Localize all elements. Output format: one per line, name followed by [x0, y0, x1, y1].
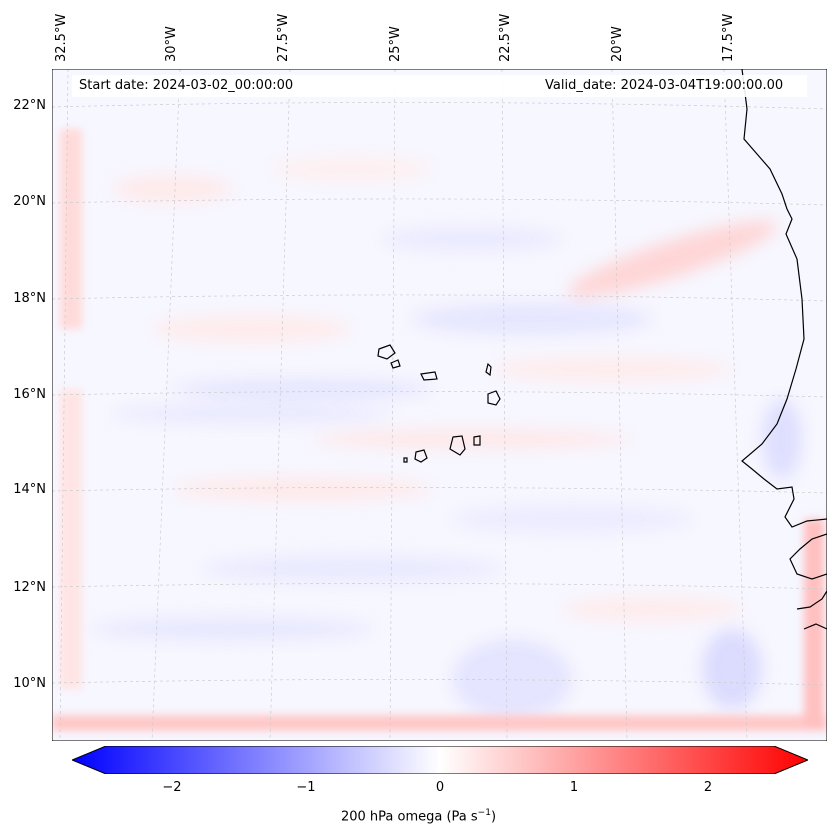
valid-date-label: Valid_date: 2024-03-04T19:00:00.00: [545, 78, 784, 93]
lat-label-16n: 16°N: [13, 387, 46, 402]
lat-label-22n: 22°N: [13, 98, 46, 113]
colorbar-title-text: 200 hPa omega (Pa s: [340, 809, 478, 825]
lon-label-20w: 20°W: [610, 26, 625, 62]
start-date-label: Start date: 2024-03-02_00:00:00: [79, 78, 294, 93]
colorbar-tick-0: 0: [435, 780, 445, 795]
colorbar-title: 200 hPa omega (Pa s−1): [0, 808, 837, 824]
colorbar-tick-2: 2: [703, 780, 713, 795]
lat-label-14n: 14°N: [13, 482, 46, 497]
colorbar-tick-neg1: −1: [296, 780, 316, 795]
lon-label-32.5w: 32.5°W: [54, 13, 69, 62]
lon-label-17.5w: 17.5°W: [721, 13, 736, 62]
lon-label-30w: 30°W: [164, 26, 179, 62]
lon-label-25w: 25°W: [388, 26, 403, 62]
colorbar: [72, 746, 808, 774]
colorbar-tick-1: 1: [569, 780, 579, 795]
lat-label-12n: 12°N: [13, 580, 46, 595]
lon-label-22.5w: 22.5°W: [498, 13, 513, 62]
omega-map: [52, 69, 827, 741]
lat-label-20n: 20°N: [13, 194, 46, 209]
colorbar-tick-neg2: −2: [162, 780, 182, 795]
colorbar-title-close: ): [490, 809, 497, 825]
lon-label-27.5w: 27.5°W: [276, 13, 291, 62]
colorbar-title-exponent: −1: [477, 808, 491, 818]
lat-label-10n: 10°N: [13, 676, 46, 691]
lat-label-18n: 18°N: [13, 291, 46, 306]
